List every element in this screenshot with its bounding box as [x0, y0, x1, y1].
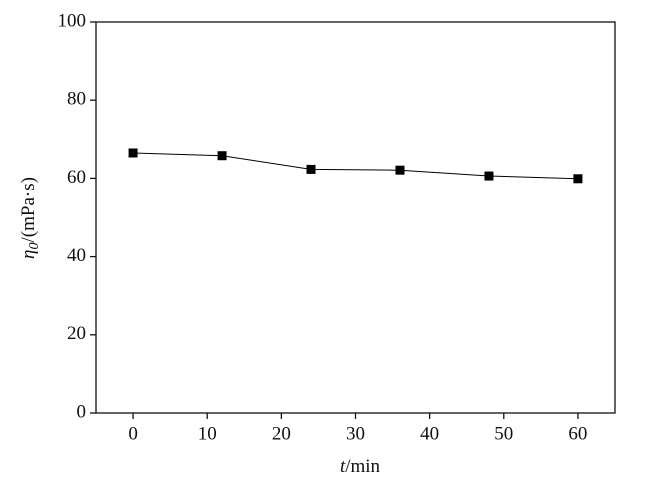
- x-tick-label: 0: [128, 423, 138, 444]
- y-axis-label: η0/(mPa·s): [18, 177, 42, 259]
- marker: [395, 165, 405, 175]
- line: [133, 152, 578, 180]
- marker: [573, 174, 583, 184]
- x-tick-label: 40: [420, 423, 439, 444]
- y-tick-label: 60: [67, 167, 86, 188]
- marker: [306, 164, 316, 174]
- y-label-symbol: η: [18, 250, 39, 259]
- marker: [217, 151, 227, 161]
- y-tick-label: 100: [58, 10, 87, 31]
- y-tick-label: 20: [67, 323, 86, 344]
- x-tick-label: 20: [272, 423, 291, 444]
- y-tick-label: 40: [67, 245, 86, 266]
- x-tick-label: 10: [198, 423, 217, 444]
- y-tick-label: 80: [67, 89, 86, 110]
- plot-frame: [95, 21, 616, 414]
- x-tick-label: 60: [568, 423, 587, 444]
- x-label-symbol: t: [340, 456, 346, 477]
- x-axis-label: t/min: [340, 456, 381, 477]
- x-tick-label: 30: [346, 423, 365, 444]
- x-tick-label: 50: [494, 423, 513, 444]
- y-label-unit: /(mPa·s): [18, 177, 39, 242]
- y-label-subscript: 0: [27, 243, 42, 250]
- marker: [484, 171, 494, 181]
- y-tick-label: 0: [77, 401, 87, 422]
- x-label-unit: /min: [345, 456, 380, 477]
- marker: [128, 148, 138, 158]
